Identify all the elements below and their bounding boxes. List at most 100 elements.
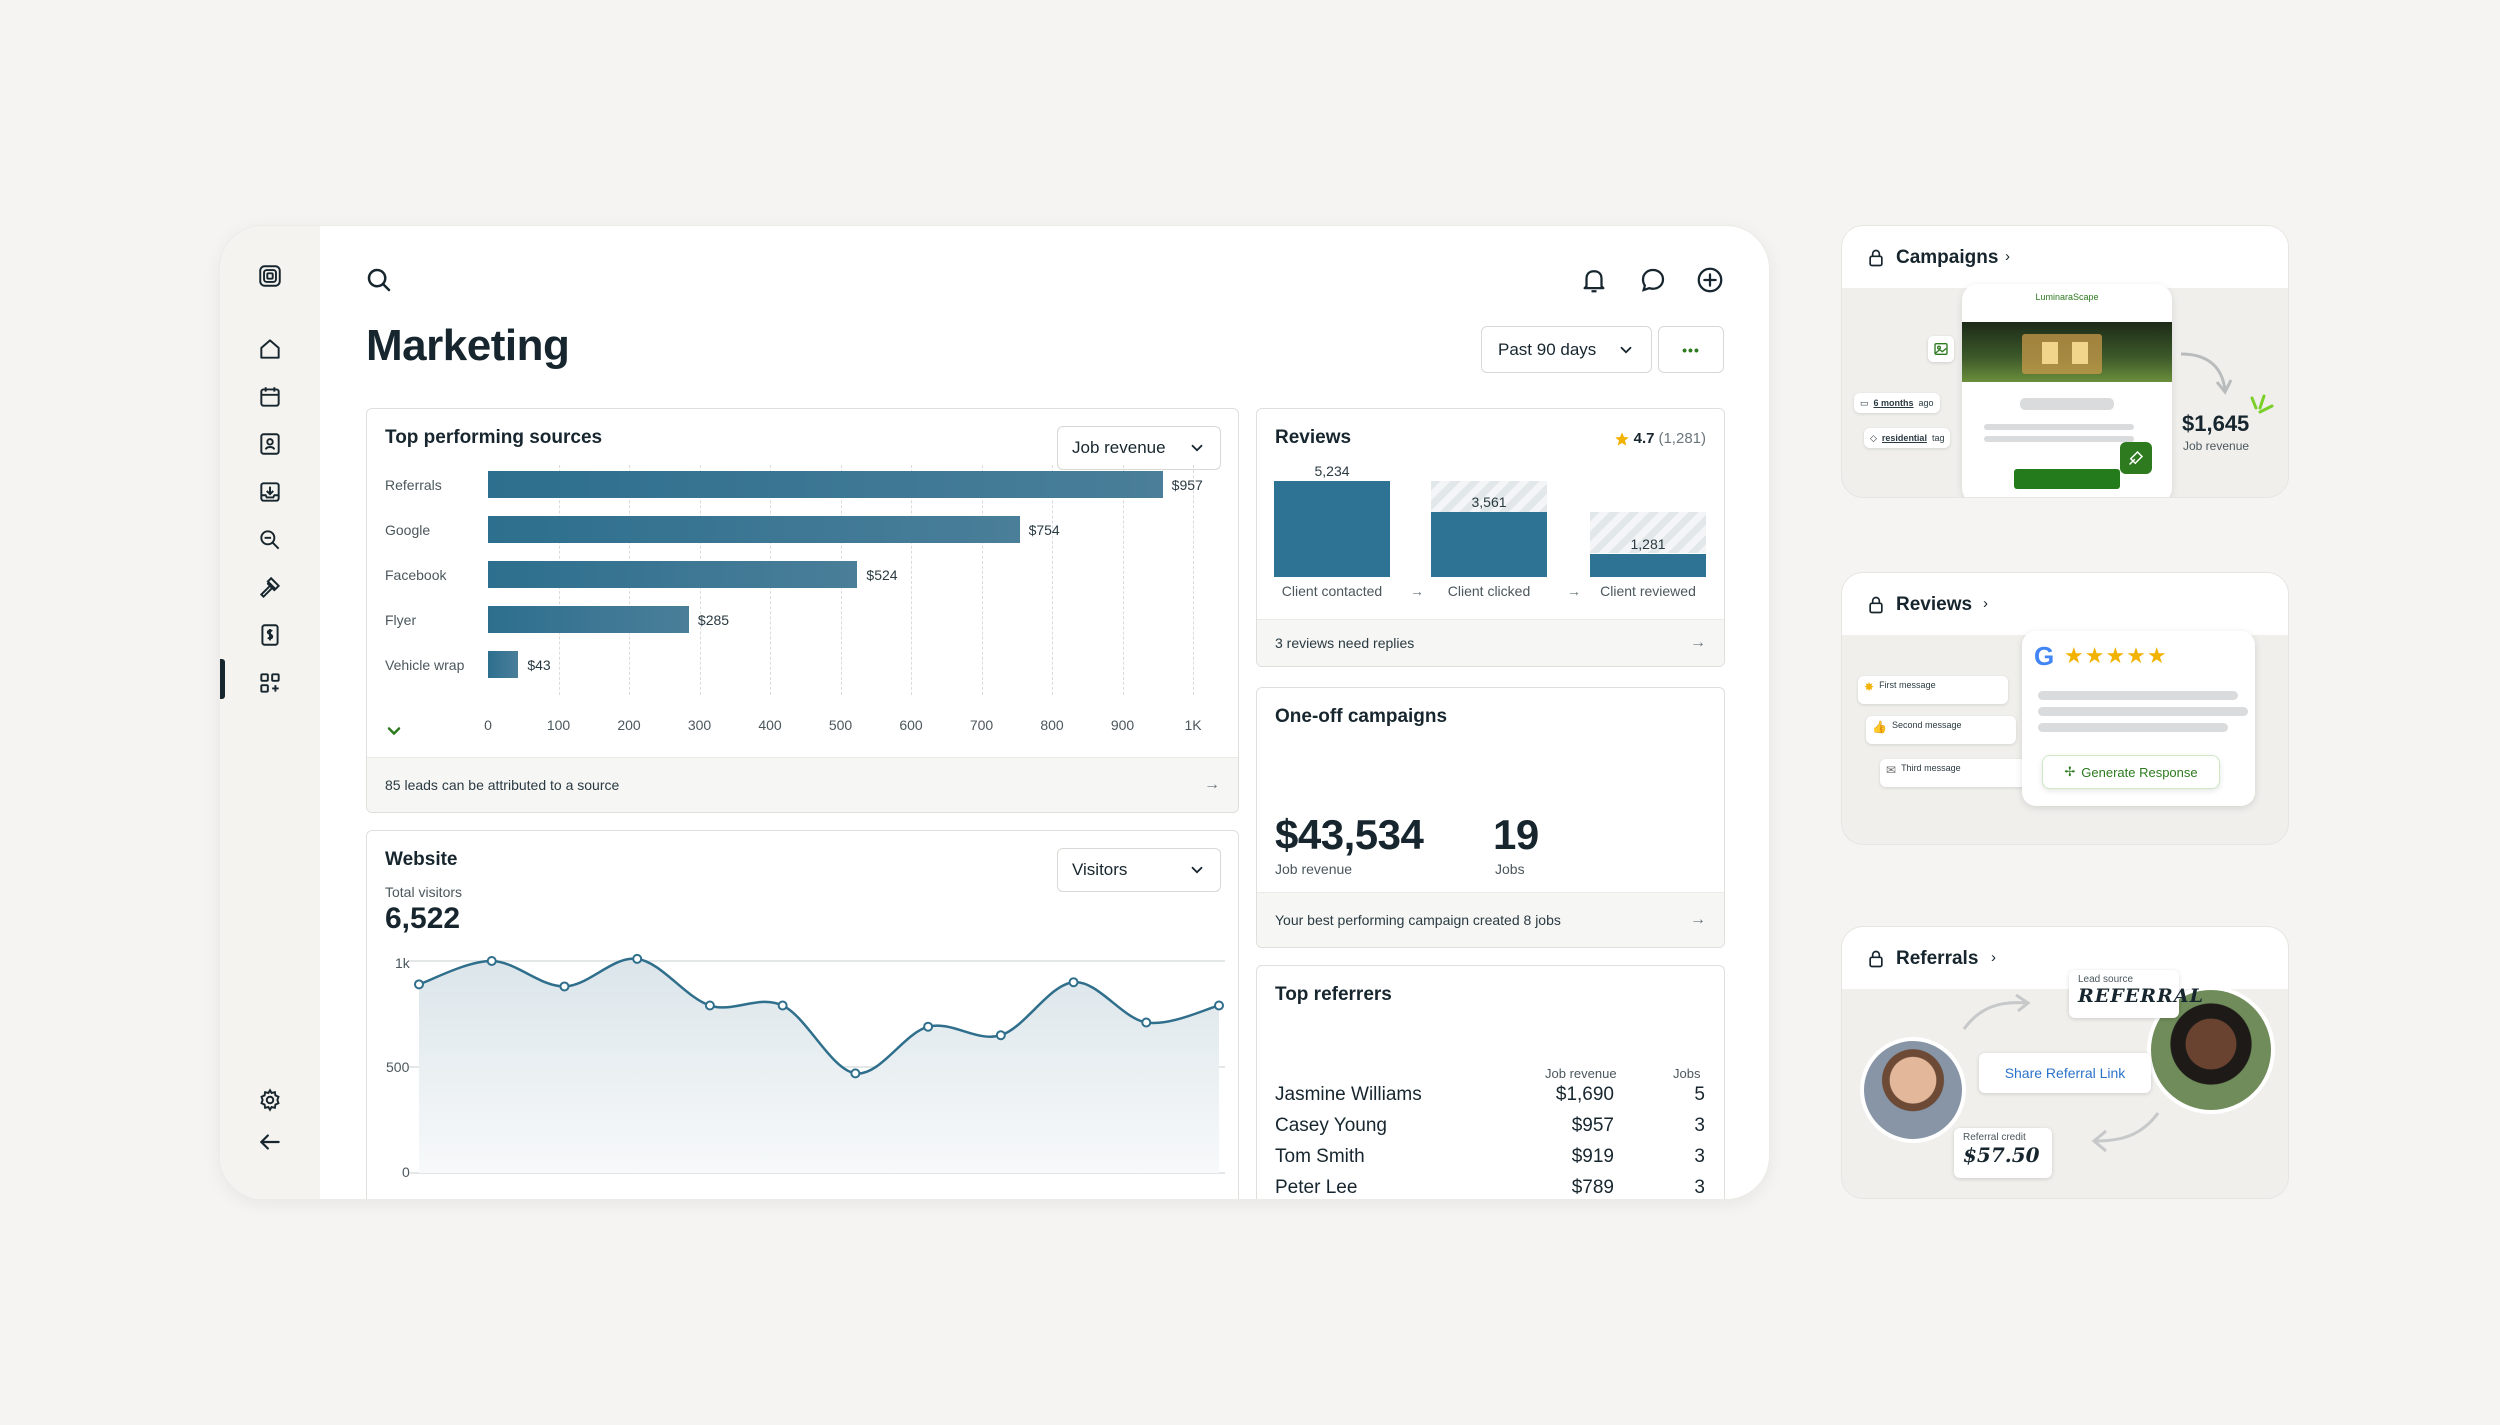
referrals-promo-card[interactable]: Referrals › Lead source REFERRAL Share R…: [1841, 926, 2289, 1199]
funnel-bar: [1431, 511, 1547, 577]
funnel-bar: [1590, 553, 1706, 577]
top-sources-metric-select[interactable]: Job revenue: [1057, 426, 1221, 470]
data-point[interactable]: [850, 1068, 861, 1079]
source-bar: [488, 471, 1163, 498]
invoices-icon[interactable]: [254, 619, 286, 651]
data-point[interactable]: [1141, 1017, 1152, 1028]
x-tick-label: 200: [617, 717, 641, 733]
website-metric-select[interactable]: Visitors: [1057, 848, 1221, 892]
source-bar: [488, 561, 858, 588]
chevron-down-icon: [1620, 346, 1632, 354]
data-point[interactable]: [777, 1000, 788, 1011]
campaign-jobs-label: Jobs: [1495, 861, 1525, 877]
google-logo-icon: G: [2034, 641, 2055, 671]
x-tick-label: 600: [899, 717, 923, 733]
ai-sparkle-icon: ✢: [2064, 764, 2076, 779]
top-sources-chart: 0 100 200 300 400 500 600 700 800 900 1K Referrals $…: [367, 409, 1238, 749]
data-point[interactable]: [923, 1021, 934, 1032]
more-actions-button[interactable]: •••: [1658, 326, 1724, 373]
lead-source-value: REFERRAL: [2078, 985, 2204, 1007]
referrer-name: Jasmine Williams: [1275, 1084, 1422, 1105]
data-point[interactable]: [486, 956, 497, 966]
bar-value-label: $754: [1028, 522, 1060, 538]
calendar-icon[interactable]: [254, 381, 286, 413]
reviews-footer[interactable]: 3 reviews need replies →: [1257, 619, 1724, 666]
data-point[interactable]: [414, 979, 424, 990]
data-point[interactable]: [1214, 1000, 1224, 1011]
reviews-promo-card[interactable]: Reviews › ✸ First message 👍 Second messa…: [1841, 572, 2289, 845]
chat-icon[interactable]: [1635, 262, 1671, 298]
one-off-footer[interactable]: Your best performing campaign created 8 …: [1257, 892, 1724, 947]
table-row[interactable]: Tom Smith $919 3: [1275, 1146, 1705, 1172]
referrer-revenue: $789: [1571, 1177, 1614, 1198]
edit-link-icon: [2120, 442, 2152, 474]
x-tick-label: 300: [687, 717, 712, 733]
tag-pill: ◇ residential tag: [1864, 428, 1951, 448]
y-tick-label: 500: [386, 1059, 410, 1075]
tag-value: residential: [1881, 433, 1927, 443]
table-row[interactable]: Jasmine Williams $1,690 5: [1275, 1084, 1705, 1110]
home-icon[interactable]: [254, 333, 286, 365]
bar-value-label: $285: [697, 612, 730, 628]
data-point[interactable]: [559, 981, 570, 992]
apps-icon[interactable]: [254, 667, 286, 699]
referrer-name: Tom Smith: [1275, 1146, 1365, 1167]
clients-icon[interactable]: [254, 428, 286, 460]
one-off-title: One-off campaigns: [1275, 706, 1448, 727]
referrals-promo-title: Referrals: [1896, 948, 1979, 969]
table-row[interactable]: Peter Lee $789 3: [1275, 1177, 1705, 1199]
email-cta-button: [2014, 469, 2120, 489]
email-preview: LuminaraScape: [1962, 284, 2172, 497]
create-plus-icon[interactable]: [1692, 262, 1728, 298]
lock-icon: [1869, 596, 1883, 614]
funnel-bar: [1274, 481, 1390, 577]
data-point[interactable]: [632, 953, 643, 964]
date-range-label: Past 90 days: [1498, 339, 1597, 359]
inbox-icon[interactable]: [254, 476, 286, 508]
date-range-select[interactable]: Past 90 days: [1481, 326, 1652, 373]
website-visitors-chart: [409, 953, 1225, 1174]
referrer-name: Casey Young: [1275, 1115, 1387, 1136]
chevron-down-icon: [1191, 444, 1203, 452]
funnel-dropoff-bar: [1431, 481, 1547, 512]
col-header-revenue: Job revenue: [1545, 1066, 1617, 1081]
data-point[interactable]: [1068, 977, 1079, 988]
rating-count: (1,281): [1658, 430, 1706, 447]
referrals-promo-header: Referrals ›: [1842, 927, 2288, 989]
arrow-right-icon: →: [1410, 583, 1424, 599]
sparkle-icon: ✸: [1864, 680, 1875, 694]
total-visitors-label: Total visitors: [385, 884, 463, 900]
star-icon: [1614, 431, 1629, 446]
expand-sources-icon[interactable]: [384, 721, 404, 741]
jobs-hammer-icon[interactable]: [254, 572, 286, 604]
campaigns-promo-header: Campaigns ›: [1842, 226, 2288, 288]
mailbox-icon: ✉: [1886, 763, 1897, 777]
campaigns-promo-card[interactable]: Campaigns › LuminaraScape ▭ 6 months ago…: [1841, 225, 2289, 498]
bell-icon[interactable]: [1576, 262, 1612, 298]
referrer-jobs: 3: [1694, 1177, 1705, 1198]
app-logo-icon[interactable]: [254, 260, 286, 292]
grid-line: [1193, 465, 1194, 695]
top-sources-card: Top performing sources Job revenue 0 100 2…: [366, 408, 1239, 813]
funnel-value-label: 1,281: [1630, 535, 1666, 552]
collapse-sidebar-icon[interactable]: [254, 1126, 286, 1158]
search-icon[interactable]: [361, 262, 397, 298]
referrer-revenue: $957: [1571, 1115, 1614, 1136]
bar-value-label: $524: [866, 567, 898, 583]
one-off-footer-text: Your best performing campaign created 8 …: [1275, 912, 1561, 928]
one-off-campaigns-card: One-off campaigns $43,534 Job revenue 19…: [1256, 687, 1725, 948]
data-point[interactable]: [704, 1000, 715, 1011]
website-title: Website: [385, 849, 458, 870]
settings-icon[interactable]: [254, 1084, 286, 1116]
message-label: Second message: [1891, 720, 1962, 730]
total-visitors-value: 6,522: [385, 902, 461, 935]
top-sources-footer[interactable]: 85 leads can be attributed to a source →: [367, 757, 1238, 812]
website-card: Website Visitors Total visitors 6,522 1k…: [366, 830, 1239, 1199]
x-tick-label: 400: [758, 717, 782, 733]
reviews-rating: 4.7 (1,281): [1614, 430, 1706, 447]
referrer-revenue: $1,690: [1555, 1084, 1614, 1105]
quotes-icon[interactable]: [254, 524, 286, 556]
rating-value: 4.7: [1633, 430, 1655, 447]
data-point[interactable]: [995, 1030, 1006, 1041]
table-row[interactable]: Casey Young $957 3: [1275, 1115, 1705, 1141]
